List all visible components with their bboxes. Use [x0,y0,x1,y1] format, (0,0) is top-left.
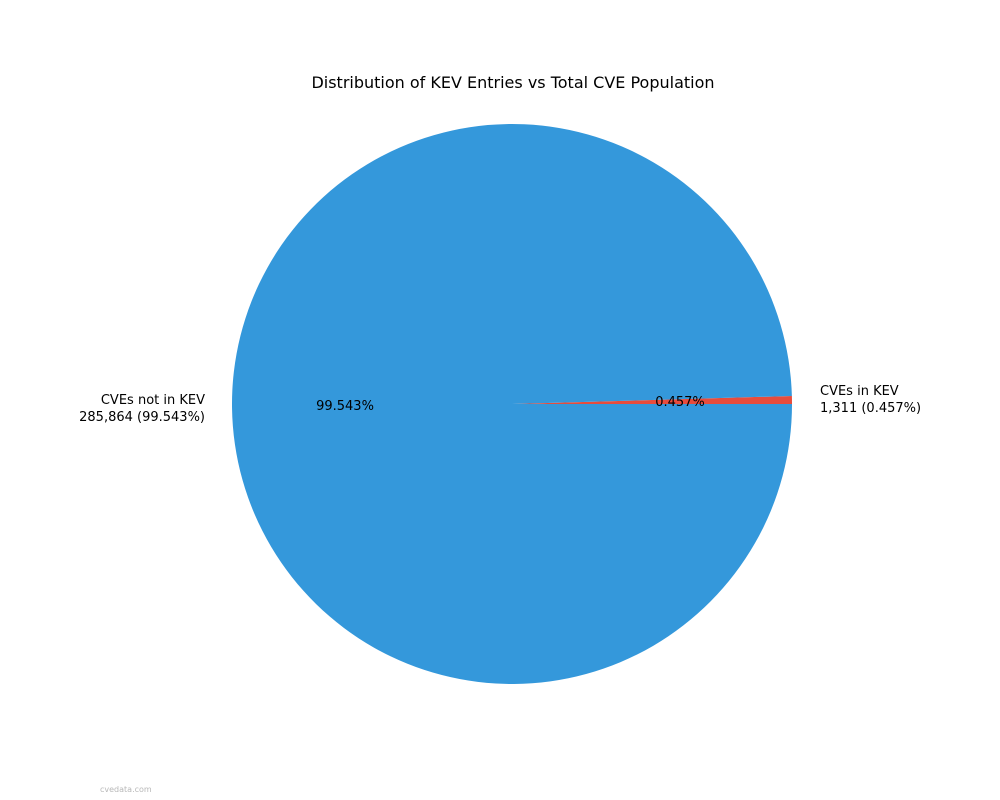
slice-label-not-kev: CVEs not in KEV [101,393,205,408]
slice-value-kev: 1,311 (0.457%) [820,401,921,416]
slice-value-not-kev: 285,864 (99.543%) [79,410,205,425]
slice-pct-kev: 0.457% [655,395,705,410]
chart-title: Distribution of KEV Entries vs Total CVE… [311,73,714,92]
watermark: cvedata.com [100,785,152,794]
pie-slice-not-kev [232,124,792,685]
slice-label-kev: CVEs in KEV [820,384,899,399]
pie-slice-kev [512,395,793,404]
slice-pct-not-kev: 99.543% [316,399,374,414]
pie-slices [232,124,793,685]
